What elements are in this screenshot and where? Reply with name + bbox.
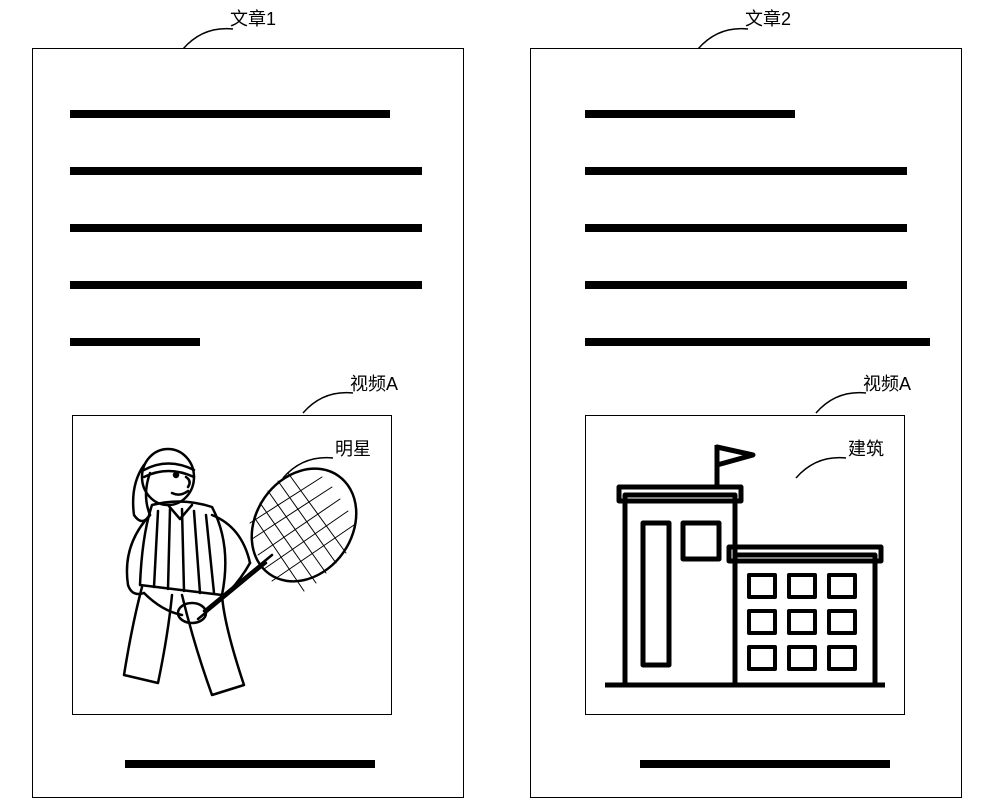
article1-line-6 bbox=[125, 760, 375, 768]
article2-line-2 bbox=[585, 167, 907, 175]
article2-line-5 bbox=[585, 338, 930, 346]
article2-line-6 bbox=[640, 760, 890, 768]
article1-line-1 bbox=[70, 110, 390, 118]
article1-video-callout bbox=[298, 388, 358, 418]
article1-line-3 bbox=[70, 224, 422, 232]
article2-video-callout bbox=[811, 388, 871, 418]
article2-line-3 bbox=[585, 224, 907, 232]
article2-line-4 bbox=[585, 281, 907, 289]
article1-line-4 bbox=[70, 281, 422, 289]
tennis-player-icon bbox=[72, 415, 392, 715]
article1-line-5 bbox=[70, 338, 200, 346]
article1-line-2 bbox=[70, 167, 422, 175]
building-icon bbox=[585, 415, 905, 715]
article2-line-1 bbox=[585, 110, 795, 118]
